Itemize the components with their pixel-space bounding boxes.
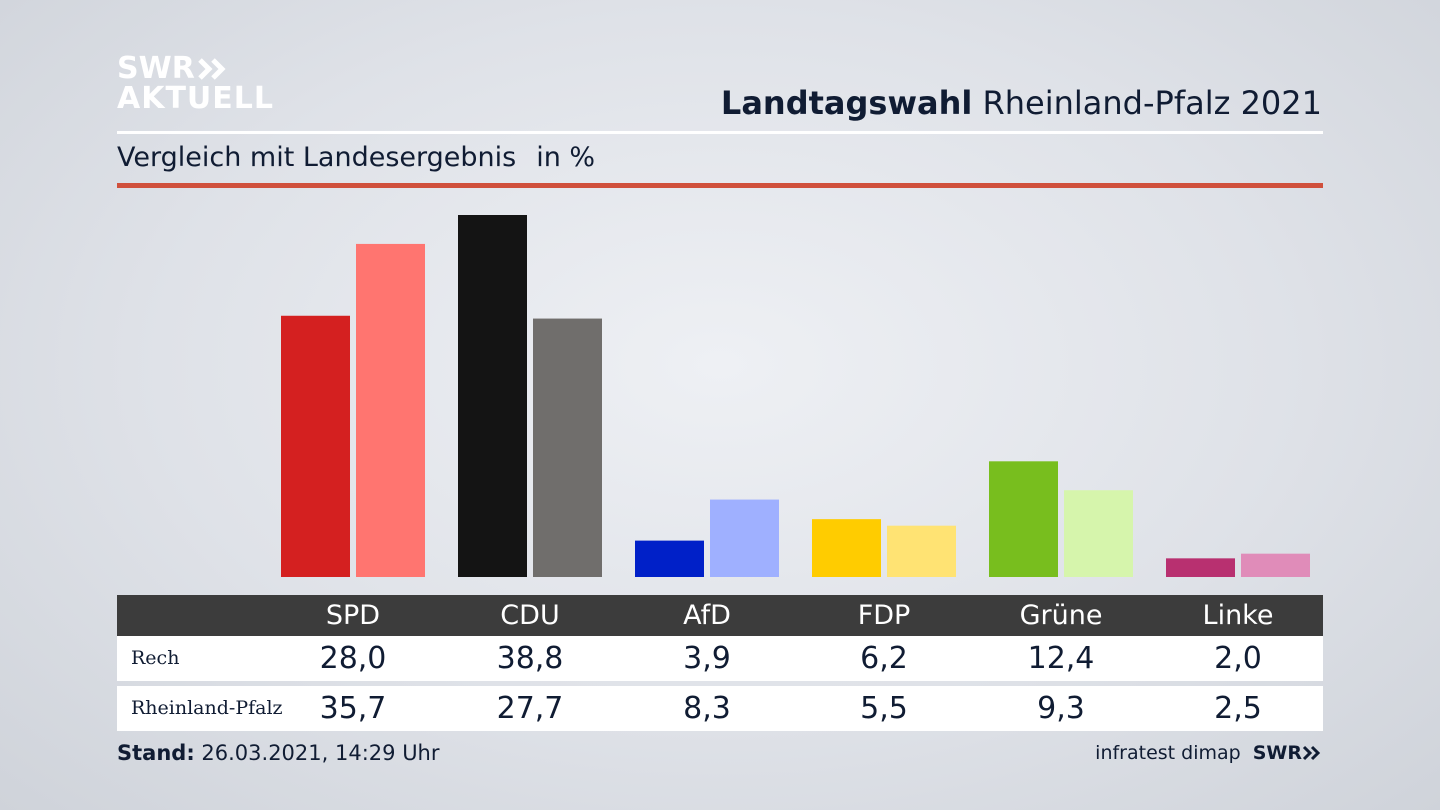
chart-subtitle: Vergleich mit Landesergebnis in % — [117, 142, 595, 173]
value-spd-rheinland-pfalz: 35,7 — [319, 691, 387, 726]
value-afd-rheinland-pfalz: 8,3 — [683, 691, 731, 726]
subtitle-text: Vergleich mit Landesergebnis — [117, 142, 517, 173]
bar-afd-rech — [635, 540, 704, 577]
column-header-fdp: FDP — [857, 600, 911, 631]
timestamp: Stand: 26.03.2021, 14:29 Uhr — [117, 741, 440, 765]
column-header-linke: Linke — [1202, 600, 1274, 631]
bar-fdp-rech — [812, 519, 881, 577]
value-gruene-rech: 12,4 — [1027, 641, 1095, 676]
bar-cdu-rech — [458, 215, 527, 577]
bar-cdu-rheinland-pfalz — [533, 318, 602, 577]
bar-chart — [281, 215, 1310, 578]
value-cdu-rheinland-pfalz: 27,7 — [496, 691, 564, 726]
column-header-cdu: CDU — [500, 600, 560, 631]
bar-spd-rech — [281, 315, 350, 577]
stand-value: 26.03.2021, 14:29 Uhr — [201, 741, 440, 765]
column-header-gruene: Grüne — [1019, 600, 1103, 631]
subtitle-divider — [117, 183, 1323, 188]
row-label-rech: Rech — [131, 647, 180, 669]
logo-line2: AKTUELL — [117, 81, 275, 116]
row-label-rheinland-pfalz: Rheinland-Pfalz — [131, 697, 283, 719]
brand-logo: SWR — [1253, 742, 1322, 764]
bar-gruene-rech — [989, 461, 1058, 577]
value-fdp-rech: 6,2 — [860, 641, 908, 676]
bar-afd-rheinland-pfalz — [710, 499, 779, 577]
title-divider — [117, 131, 1323, 134]
brand-text: SWR — [1252, 742, 1302, 764]
bar-linke-rech — [1166, 558, 1235, 577]
column-header-afd: AfD — [683, 600, 731, 631]
table-row: Rheinland-Pfalz 35,7 27,7 8,3 5,5 9,3 2,5 — [117, 686, 1323, 731]
double-chevron-icon — [1302, 745, 1321, 761]
logo-line1: SWR — [117, 51, 195, 86]
value-cdu-rech: 38,8 — [496, 641, 564, 676]
value-linke-rheinland-pfalz: 2,5 — [1214, 691, 1262, 726]
value-fdp-rheinland-pfalz: 5,5 — [860, 691, 908, 726]
table-row: Rech 28,0 38,8 3,9 6,2 12,4 2,0 — [117, 636, 1323, 681]
title-bold: Landtagswahl — [720, 84, 973, 122]
stand-label: Stand: — [117, 741, 195, 765]
value-afd-rech: 3,9 — [683, 641, 731, 676]
value-gruene-rheinland-pfalz: 9,3 — [1037, 691, 1085, 726]
chart-title: Landtagswahl Rheinland-Pfalz 2021 — [721, 84, 1322, 122]
column-header-spd: SPD — [325, 600, 381, 631]
bar-spd-rheinland-pfalz — [356, 243, 425, 578]
bar-fdp-rheinland-pfalz — [887, 525, 956, 577]
bar-linke-rheinland-pfalz — [1241, 553, 1310, 577]
source-text: infratest dimap — [1095, 742, 1241, 764]
double-chevron-icon — [198, 58, 226, 80]
source-credit: infratest dimap SWR — [1095, 742, 1322, 764]
title-rest: Rheinland-Pfalz 2021 — [982, 84, 1322, 122]
value-linke-rech: 2,0 — [1214, 641, 1262, 676]
results-table: SPD CDU AfD FDP Grüne Linke Rech 28,0 38,8 3,9 6… — [117, 595, 1323, 731]
bar-gruene-rheinland-pfalz — [1064, 490, 1133, 577]
subtitle-unit: in % — [536, 142, 596, 173]
value-spd-rech: 28,0 — [319, 641, 387, 676]
swr-aktuell-logo: SWR AKTUELL — [117, 54, 274, 114]
table-header-row: SPD CDU AfD FDP Grüne Linke — [117, 595, 1323, 636]
